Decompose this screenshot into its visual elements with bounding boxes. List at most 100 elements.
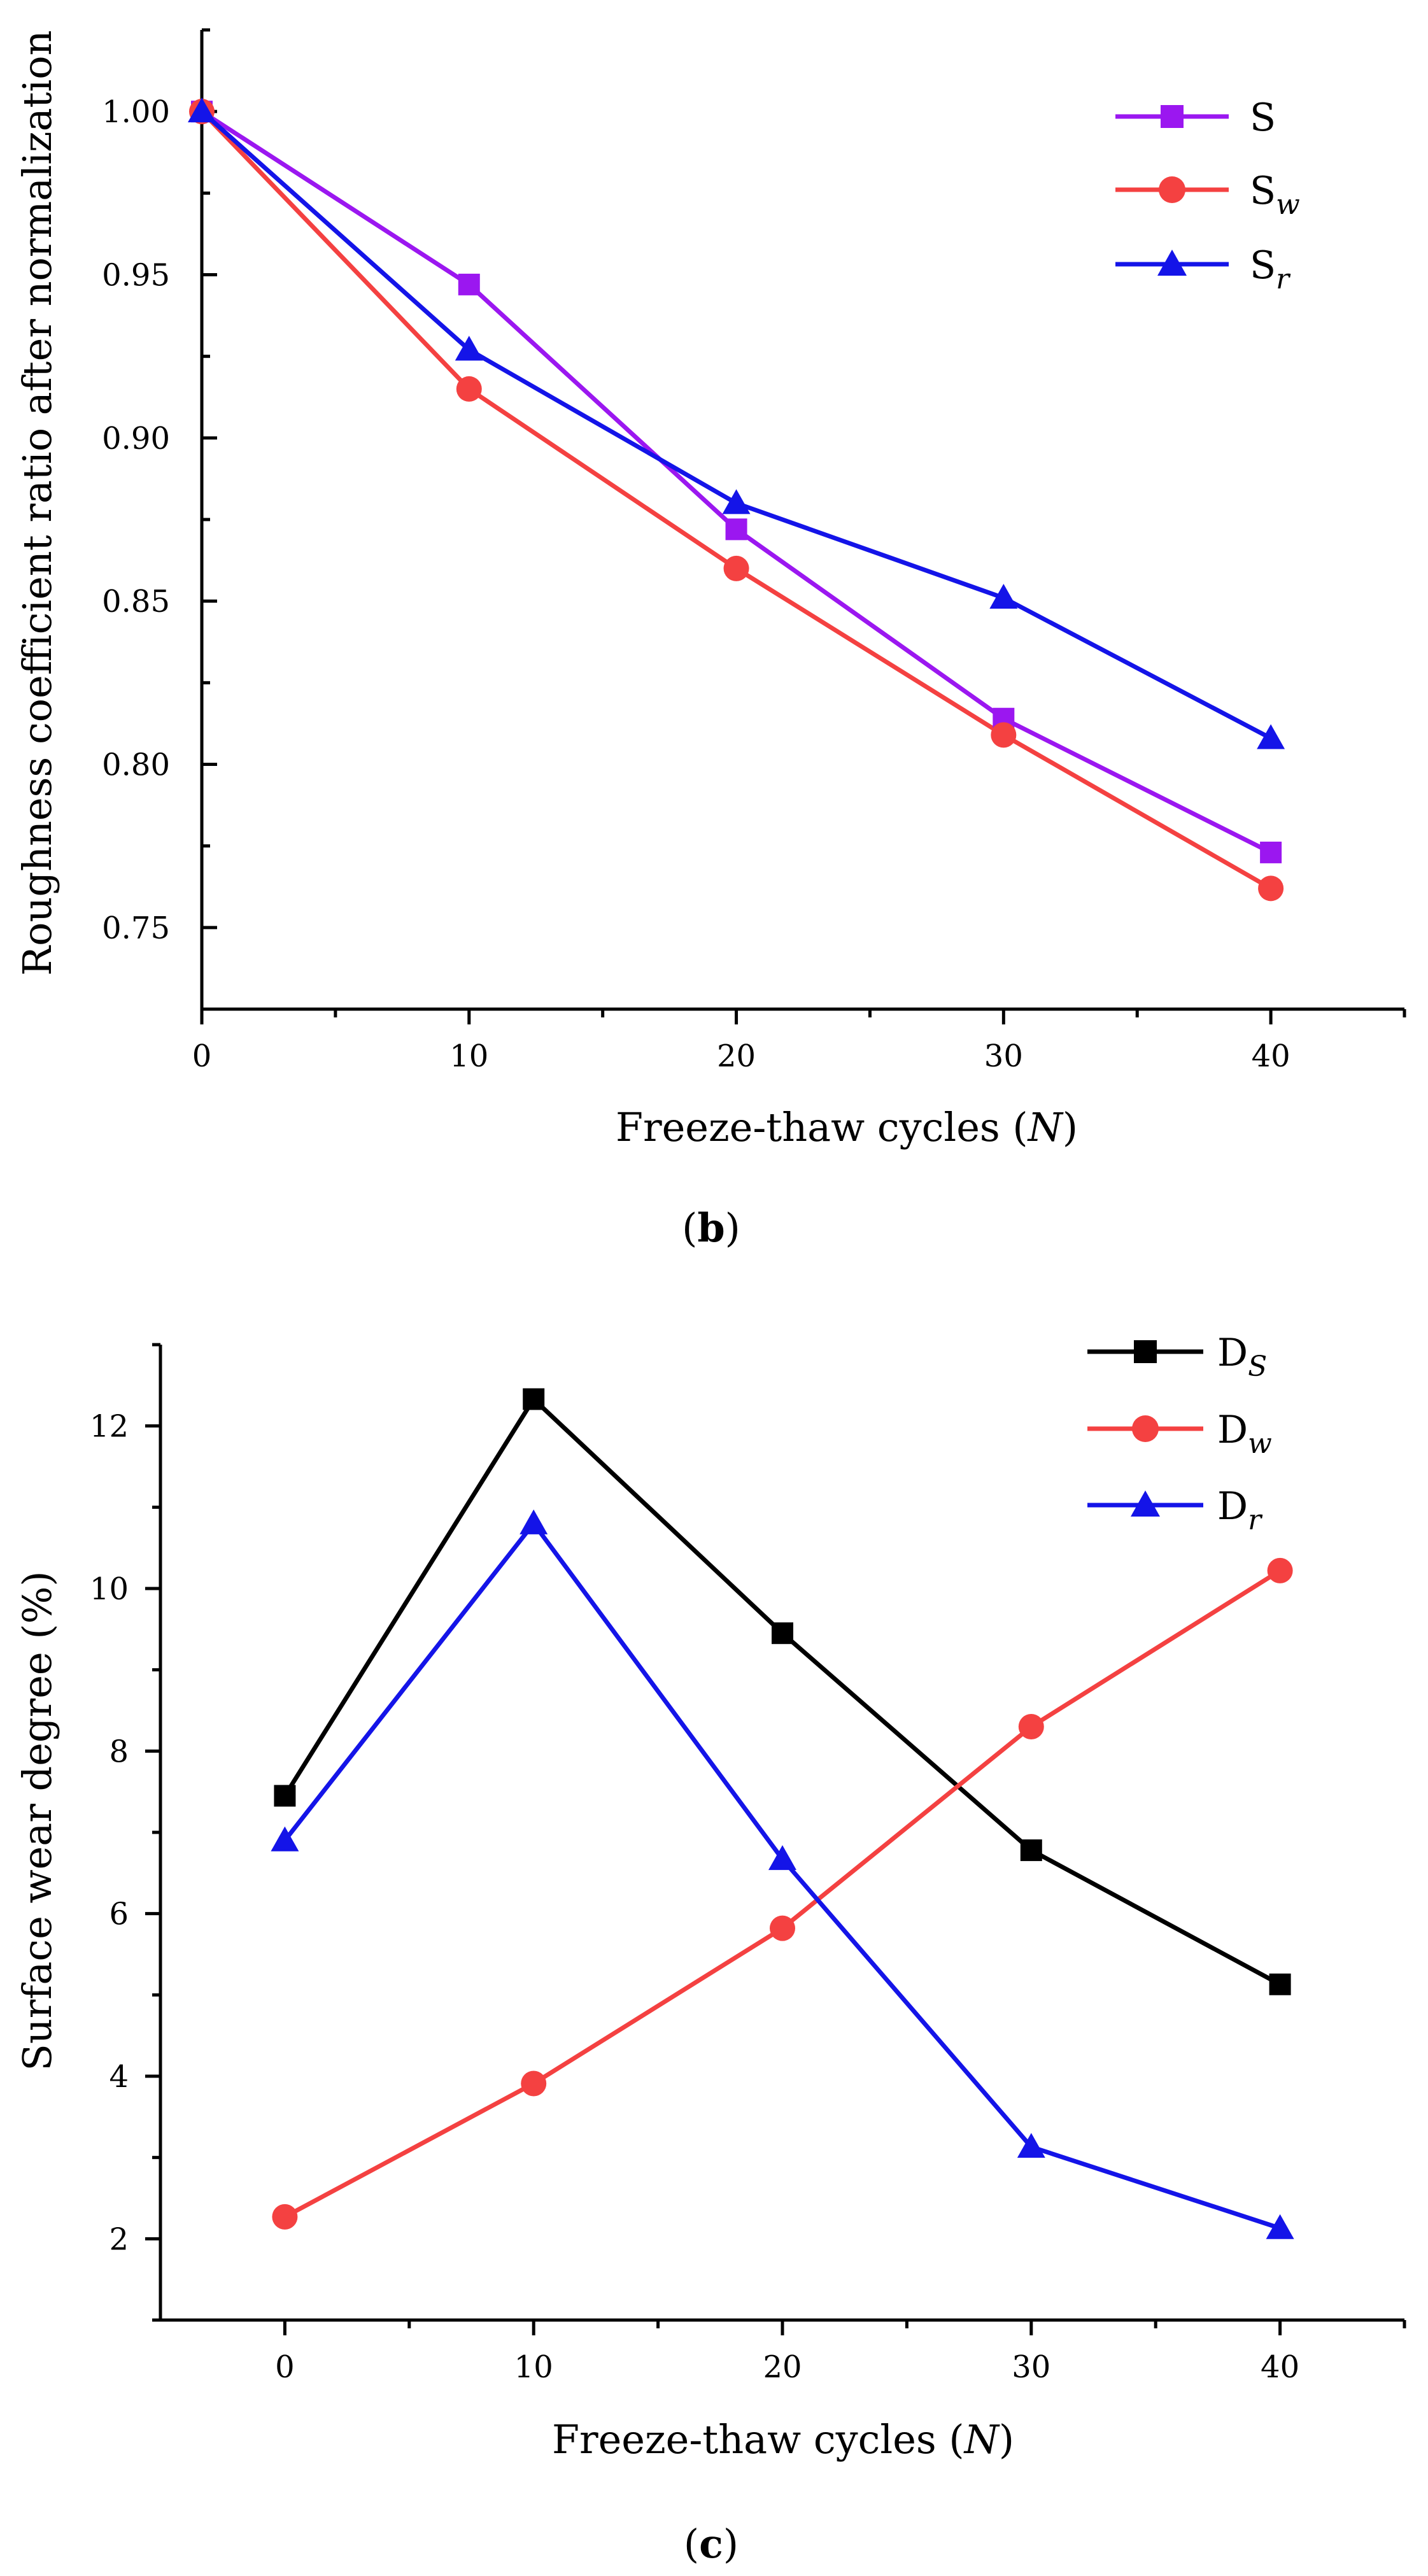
chart-c-point-ds [1269,1973,1291,1995]
chart-b-legend-label-sr: Sr [1250,243,1291,295]
chart-c-point-dr [1017,2133,1045,2158]
chart-b-point-sr [1257,724,1285,749]
chart-b-panel-letter: b [697,1205,725,1251]
chart-c-series-lines [283,1397,1282,2231]
chart-b-y-axis-title: Roughness coefficient ratio after normal… [14,30,60,975]
chart-b-point-s [458,273,480,295]
chart-c-x-tick-label: 40 [1261,2349,1299,2385]
chart-c-point-dw [521,2070,547,2097]
chart-b-point-s [1260,841,1282,863]
chart-b-series-line-sr [200,110,1272,740]
chart-c-point-ds [1020,1839,1042,1862]
chart-b-legend-item-sw: Sw [1115,169,1300,221]
chart-c-point-dw [1267,1557,1293,1583]
chart-b-legend-item-s: S [1115,96,1276,140]
chart-b-x-tick-label: 10 [449,1038,488,1074]
chart-b-y-tick-label: 0.95 [102,258,170,294]
chart-b-legend: S Sw Sr [1115,96,1300,295]
chart-b-legend-marker-s [1161,105,1184,128]
chart-b-legend-item-sr: Sr [1115,243,1291,295]
chart-c-markers [271,1388,1294,2239]
chart-c-series-line-ds [283,1397,1282,1986]
chart-c-panel-label: (c) [684,2521,739,2567]
chart-b-x-axis-title-main: Freeze-thaw cycles ( [616,1104,1028,1150]
chart-c-series-line-dw [283,1568,1282,2219]
chart-c-legend-item-ds: DS [1087,1331,1267,1383]
chart-b-y-tick-label: 0.90 [102,421,170,456]
chart-c-y-tick-label: 8 [109,1734,129,1769]
chart-b-x-axis-title-close: ) [1063,1104,1078,1150]
chart-c-y-tick-label: 6 [109,1897,129,1932]
chart-c-y-axis-title: Surface wear degree (%) [14,1571,60,2070]
chart-b-x-tick-label: 20 [717,1038,756,1074]
chart-c-point-ds [523,1388,545,1410]
chart-c-legend-sub-ds: S [1248,1350,1267,1383]
chart-c-point-dr [271,1826,299,1851]
chart-b-point-sw [991,722,1017,748]
chart-c-point-dr [768,1845,796,1871]
chart-c-point-ds [274,1785,296,1807]
chart-c-y-tick-label: 4 [109,2059,129,2095]
chart-c-legend-marker-dw [1132,1415,1159,1442]
chart-panel-b: 0.75 0.80 0.85 0.90 0.95 1.00 0 10 20 30 40 Rough… [14,28,1406,1251]
chart-b-point-sr [188,97,216,123]
chart-b-point-sw [1258,875,1284,902]
chart-b-y-tick-label: 0.75 [102,910,170,946]
chart-c-y-tick-label: 10 [90,1571,129,1607]
chart-b-legend-marker-sr [1157,250,1187,276]
chart-b-legend-label-sw: Sw [1250,169,1300,221]
chart-c-legend-base-ds: D [1217,1331,1248,1375]
chart-b-markers [188,97,1285,902]
chart-b-x-tick-label: 30 [984,1038,1023,1074]
chart-b-legend-sub-sw: w [1276,188,1300,221]
chart-c-x-tick-label: 20 [763,2349,802,2385]
chart-b-x-tick-label: 40 [1252,1038,1290,1074]
chart-c-point-dw [770,1915,795,1941]
chart-c-legend-marker-dr [1131,1490,1160,1517]
chart-c-legend-base-dw: D [1217,1408,1248,1452]
chart-c-point-dw [1018,1714,1044,1740]
chart-c-legend-sub-dw: w [1248,1427,1272,1460]
chart-b-y-tick-label: 0.80 [102,747,170,783]
chart-b-point-s [725,518,747,541]
chart-panel-c: 2 4 6 8 10 12 0 10 20 30 40 Surface wear degree (… [14,1331,1406,2567]
chart-c-x-tick-label: 30 [1012,2349,1050,2385]
chart-b-legend-base-s: S [1250,96,1276,140]
chart-c-legend-item-dr: Dr [1087,1484,1263,1536]
chart-c-legend-sub-dr: r [1248,1504,1263,1536]
chart-b-legend-label-s: S [1250,96,1276,140]
chart-c-x-tick-label: 0 [275,2349,295,2385]
chart-b-y-ticks: 0.75 0.80 0.85 0.90 0.95 1.00 [102,28,217,1011]
chart-c-x-axis-title: Freeze-thaw cycles (N) [552,2416,1014,2463]
chart-b-legend-base-sr: S [1250,243,1276,288]
chart-c-point-ds [772,1622,793,1645]
chart-c-legend-label-dw: Dw [1217,1408,1272,1460]
chart-c-x-axis-title-var: N [963,2416,1001,2463]
chart-b-y-tick-label: 1.00 [102,94,170,130]
chart-c-point-dr [1266,2214,1294,2239]
chart-b-series-line-s [201,110,1272,855]
chart-c-panel-letter: c [699,2521,723,2567]
chart-b-point-sw [456,376,482,402]
chart-c-y-ticks: 2 4 6 8 10 12 [90,1343,160,2322]
chart-b-point-sr [989,584,1018,609]
chart-c-legend-marker-ds [1134,1340,1157,1363]
chart-c-legend-label-dr: Dr [1217,1484,1263,1536]
chart-c-x-axis-title-main: Freeze-thaw cycles ( [552,2416,965,2463]
chart-b-legend-base-sw: S [1250,169,1276,213]
chart-c-point-dw [272,2204,298,2230]
chart-b-point-sr [722,489,751,514]
chart-c-legend: DS Dw Dr [1087,1331,1272,1536]
chart-c-x-axis-title-close: ) [999,2416,1014,2463]
chart-c-y-tick-label: 12 [90,1409,129,1445]
chart-c-x-ticks: 0 10 20 30 40 [275,2320,1406,2385]
chart-c-legend-label-ds: DS [1217,1331,1267,1383]
chart-c-y-tick-label: 2 [109,2221,129,2257]
chart-b-y-tick-label: 0.85 [102,584,170,619]
chart-b-point-sw [723,555,749,581]
chart-b-legend-sub-sr: r [1276,263,1291,295]
chart-b-point-sr [455,336,483,361]
chart-c-x-tick-label: 10 [514,2349,553,2385]
